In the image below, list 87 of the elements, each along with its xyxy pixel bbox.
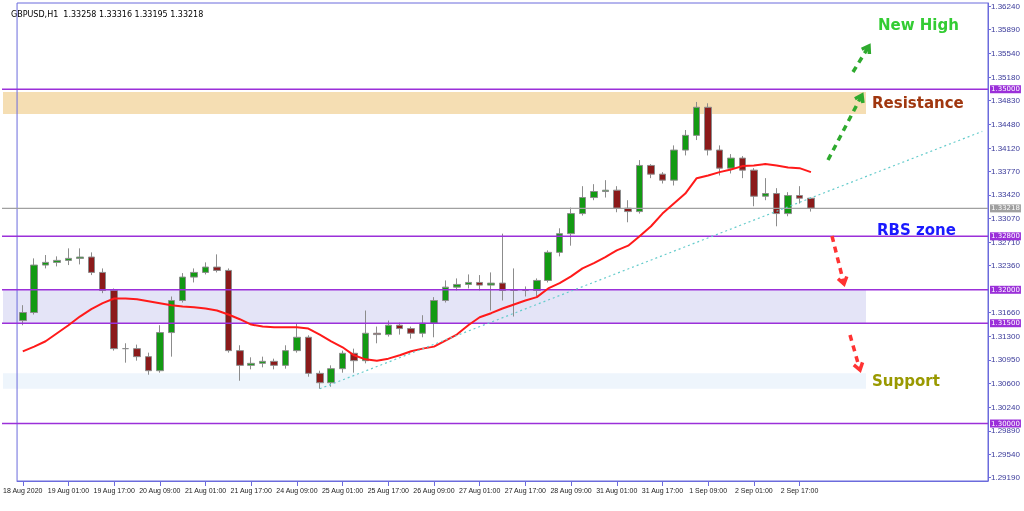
candlestick	[602, 179, 609, 199]
candlestick	[88, 251, 95, 276]
candlestick	[544, 249, 552, 283]
candlestick	[693, 101, 700, 141]
candlestick	[236, 344, 244, 382]
candlestick	[419, 314, 426, 338]
candlestick	[156, 324, 164, 374]
candlestick	[430, 296, 438, 338]
y-tick-label: 1.31300	[991, 332, 1021, 342]
candlestick	[19, 304, 27, 326]
y-tick-label: 1.34830	[991, 96, 1021, 106]
candlestick	[327, 364, 335, 388]
candlestick	[213, 253, 221, 273]
candlestick	[53, 255, 61, 267]
y-tick-label: 1.34120	[991, 143, 1021, 153]
y-tick-label: 1.34480	[991, 119, 1021, 129]
candlestick	[110, 287, 118, 352]
y-tick-label: 1.33070	[991, 213, 1021, 223]
candlestick	[190, 267, 198, 283]
line-series	[21, 163, 812, 362]
candlestick	[716, 144, 723, 176]
candlestick	[465, 273, 472, 289]
candlestick	[133, 344, 141, 362]
candlestick	[762, 177, 769, 201]
candlestick	[259, 356, 266, 368]
candlestick	[796, 185, 803, 205]
candlestick	[590, 183, 598, 201]
candlestick	[202, 261, 209, 275]
candlestick	[396, 322, 403, 336]
candlestick	[487, 271, 495, 312]
candlestick	[168, 295, 175, 358]
candlestick	[407, 326, 415, 340]
y-tick-label: 1.35180	[991, 72, 1021, 82]
candlestick	[727, 153, 735, 174]
candlestick	[270, 358, 278, 370]
candlestick	[362, 310, 369, 364]
candlestick	[579, 185, 586, 217]
candlestick	[42, 254, 49, 269]
y-tick-label: 1.29190	[991, 473, 1021, 483]
candlestick	[99, 267, 106, 294]
candlestick	[704, 102, 712, 156]
y-tick-label: 1.30240	[991, 402, 1021, 412]
candlestick	[476, 274, 483, 291]
candlestick	[76, 247, 84, 265]
candlestick	[773, 187, 780, 227]
candlestick	[305, 334, 312, 378]
y-tick-label: 1.35890	[991, 25, 1021, 35]
candlestick	[65, 247, 72, 266]
candlestick	[225, 267, 232, 354]
y-tick-label: 1.35540	[991, 48, 1021, 58]
candlestick	[659, 171, 666, 184]
candlestick	[682, 129, 689, 156]
candlestick	[373, 326, 381, 344]
candlestick	[556, 227, 563, 257]
y-tick-label: 1.33770	[991, 166, 1021, 176]
band-label: Support	[872, 372, 940, 391]
y-tick-label: 1.31660	[991, 308, 1021, 318]
candlestick	[247, 356, 255, 370]
candlestick	[145, 352, 152, 376]
candlestick	[647, 163, 655, 179]
y-tick-label: 1.30600	[991, 378, 1021, 388]
candlestick	[316, 370, 324, 390]
annotation: New High	[878, 16, 959, 34]
candlestick	[122, 342, 129, 364]
candlestick	[453, 277, 461, 291]
candlestick	[30, 257, 38, 316]
text: GBPUSD,H1 1.33258 1.33316 1.33195 1.33218	[11, 9, 204, 19]
candlestick	[750, 167, 758, 207]
candlestick	[807, 197, 815, 213]
candlestick	[784, 191, 792, 217]
y-tick-label: 1.36240	[991, 1, 1021, 11]
candlestick	[613, 185, 621, 213]
candlestick	[385, 320, 392, 338]
candlestick	[567, 207, 575, 247]
candlestick	[636, 159, 643, 215]
y-tick-label: 1.32360	[991, 261, 1021, 271]
band-label: Resistance	[872, 93, 964, 112]
candlestick	[339, 350, 346, 374]
y-tick-label: 1.29540	[991, 449, 1021, 459]
candlestick	[179, 272, 186, 303]
annotation: RBS zone	[877, 221, 956, 239]
y-tick-label: 1.33420	[991, 190, 1021, 200]
candlestick	[293, 322, 301, 354]
candlestick	[282, 344, 289, 370]
candlestick	[670, 144, 678, 187]
y-tick-label: 1.30950	[991, 355, 1021, 365]
y-tick-label: 1.29890	[991, 426, 1021, 436]
